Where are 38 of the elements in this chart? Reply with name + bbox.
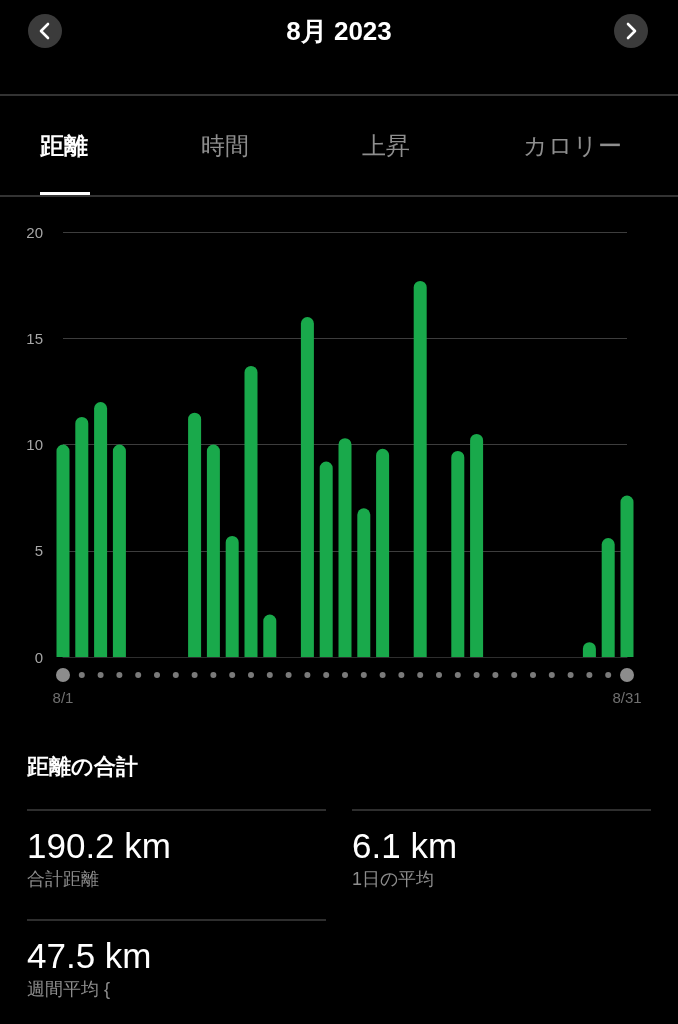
text: 190.2 km xyxy=(27,826,171,865)
y-tick-label: 0 xyxy=(34,648,43,666)
bar xyxy=(206,444,220,657)
bar xyxy=(451,450,465,657)
text: カロリー xyxy=(523,132,622,159)
text: 距離 xyxy=(40,132,88,159)
bar xyxy=(376,448,390,657)
bar xyxy=(470,433,484,657)
bar xyxy=(620,495,634,657)
text: 6.1 km xyxy=(352,826,458,865)
chart-title: 8月 2023 xyxy=(286,16,392,46)
bar xyxy=(338,438,352,657)
text: 距離の合計 xyxy=(27,754,138,779)
y-tick-label: 15 xyxy=(26,329,43,347)
bar xyxy=(112,444,126,657)
y-tick-label: 5 xyxy=(34,542,43,560)
bar xyxy=(601,538,615,657)
bar xyxy=(188,412,202,657)
bar xyxy=(413,280,427,657)
bar xyxy=(263,614,277,657)
text: 1日の平均 xyxy=(352,869,435,889)
text: 上昇 xyxy=(362,132,410,159)
bar xyxy=(225,535,239,657)
x-tick-label: 8/1 xyxy=(52,689,74,706)
bar xyxy=(56,444,70,657)
text: 47.5 km xyxy=(27,936,152,975)
y-tick-label: 20 xyxy=(26,223,43,241)
text: 週間平均 { xyxy=(27,979,111,999)
x-tick-label: 8/31 xyxy=(612,689,642,706)
bar xyxy=(319,461,333,657)
bar xyxy=(357,508,371,657)
bar xyxy=(75,416,89,657)
y-tick-label: 10 xyxy=(26,436,43,453)
bar xyxy=(94,402,108,657)
text: 時間 xyxy=(201,132,249,159)
bar xyxy=(244,365,258,657)
text: 合計距離 xyxy=(27,869,99,889)
bar xyxy=(300,317,314,657)
